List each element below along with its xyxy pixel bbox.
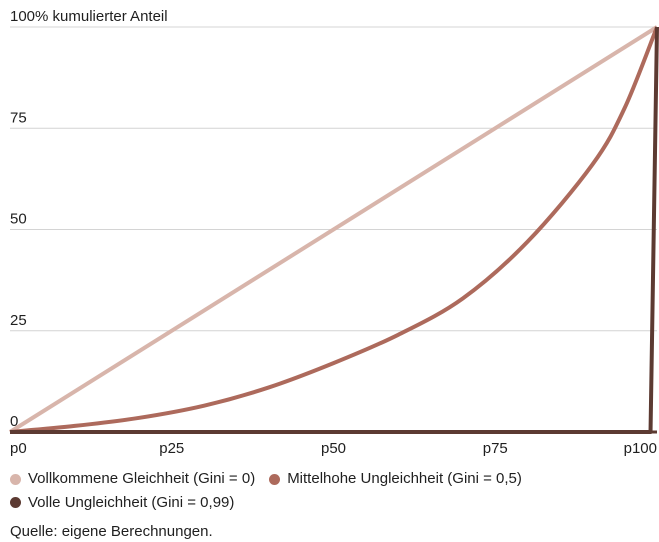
y-tick-labels: 0 25 50 75 100% kumulierter Anteil	[10, 8, 168, 430]
legend-item-2: Mittelhohe Ungleichheit (Gini = 0,5)	[269, 468, 522, 490]
legend-item-1: Vollkommene Gleichheit (Gini = 0)	[10, 468, 255, 490]
y-tick-label: 50	[10, 211, 27, 228]
legend: Vollkommene Gleichheit (Gini = 0) Mittelh…	[10, 468, 650, 514]
y-tick-label: 25	[10, 312, 27, 329]
series-line-2	[9, 26, 659, 434]
x-tick-label: p75	[483, 440, 508, 457]
series-line-1	[8, 25, 659, 434]
legend-label: Vollkommene Gleichheit (Gini = 0)	[28, 470, 256, 487]
x-tick-label: p100	[624, 440, 657, 457]
source-note: Quelle: eigene Berechnungen.	[10, 523, 213, 540]
legend-swatch	[10, 497, 21, 508]
x-tick-label: p25	[159, 440, 184, 457]
legend-label: Volle Ungleichheit (Gini = 0,99)	[28, 493, 235, 511]
y-tick-label: 0	[10, 413, 18, 430]
legend-label: Mittelhohe Ungleichheit (Gini = 0,5)	[287, 470, 522, 487]
legend-item-3: Volle Ungleichheit (Gini = 0,99)	[10, 492, 636, 514]
x-tick-label: p50	[321, 440, 346, 457]
y-tick-label: 100% kumulierter Anteil	[10, 8, 168, 25]
legend-swatch	[10, 473, 21, 485]
x-tick-labels: p0 p25 p50 p75 p100	[10, 440, 657, 457]
legend-swatch	[269, 473, 281, 485]
y-tick-label: 75	[10, 109, 27, 126]
x-tick-label: p0	[10, 440, 27, 457]
series-lines	[8, 25, 659, 434]
